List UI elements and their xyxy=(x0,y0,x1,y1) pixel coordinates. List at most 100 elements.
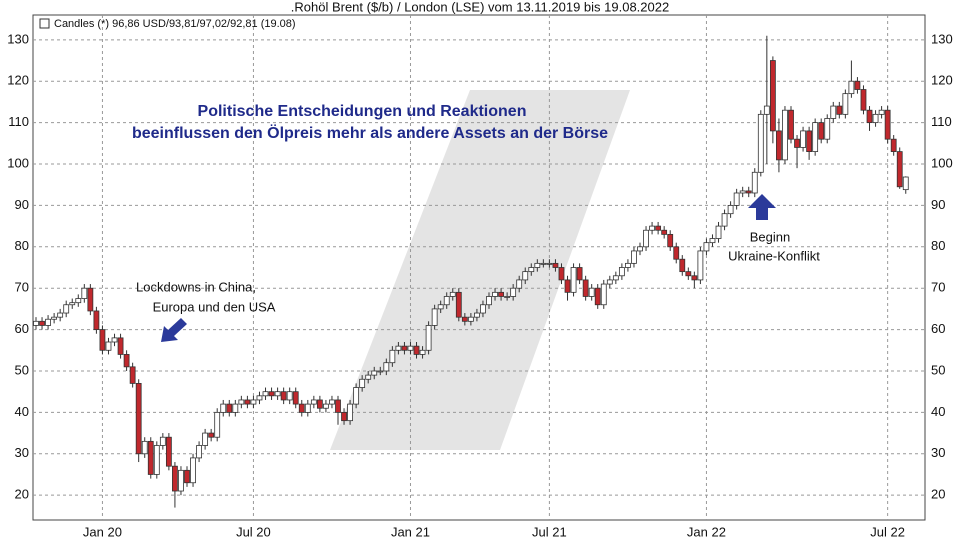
candle-body xyxy=(165,436,172,467)
candle-body xyxy=(697,250,704,281)
candle-body xyxy=(244,399,251,405)
candle-body xyxy=(818,122,825,140)
y-tick-label-right: 80 xyxy=(931,238,945,253)
candle-body xyxy=(359,378,366,388)
candle-body xyxy=(443,296,450,306)
y-tick-label-right: 40 xyxy=(931,404,945,419)
annotation: Beginn xyxy=(750,229,790,244)
candle-body xyxy=(649,225,655,231)
candle-body xyxy=(51,316,58,320)
candle-body xyxy=(612,275,619,281)
candle-body xyxy=(769,60,776,132)
candle-body xyxy=(522,271,529,281)
candle-body xyxy=(890,138,897,152)
candle-body xyxy=(461,316,468,322)
legend-swatch xyxy=(39,18,50,29)
x-tick-label: Jan 22 xyxy=(687,524,726,539)
grid xyxy=(33,15,925,520)
candle-body xyxy=(824,118,831,140)
candle-body xyxy=(582,279,589,297)
candle-body xyxy=(745,190,752,194)
y-tick-label-right: 50 xyxy=(931,362,945,377)
candle-body xyxy=(335,399,341,413)
candle-body xyxy=(806,130,813,152)
candle-body xyxy=(727,205,734,215)
candle-body xyxy=(782,109,788,161)
candle-body xyxy=(39,320,45,326)
candle-body xyxy=(546,262,553,265)
y-tick-label: 120 xyxy=(7,73,29,88)
candle-body xyxy=(667,233,674,248)
candle-body xyxy=(618,267,625,277)
message-line: Politische Entscheidungen und Reaktionen xyxy=(198,103,527,120)
candle-body xyxy=(371,370,378,376)
y-tick-label-right: 20 xyxy=(931,487,945,502)
candle-body xyxy=(214,411,221,438)
candle-body xyxy=(153,445,160,475)
candle-body xyxy=(280,391,287,401)
y-tick-label: 60 xyxy=(15,321,29,336)
candle-body xyxy=(220,403,227,413)
candle-body xyxy=(99,329,106,351)
candle-body xyxy=(389,349,396,364)
y-tick-label: 70 xyxy=(15,280,29,295)
candle-body xyxy=(606,279,613,285)
message-line: beeinflussen den Ölpreis mehr als andere… xyxy=(132,123,608,142)
candle-body xyxy=(679,258,686,273)
candle-body xyxy=(262,391,269,397)
candle-body xyxy=(123,354,130,368)
candle-body xyxy=(377,370,384,373)
candle-body xyxy=(860,89,867,111)
candle-body xyxy=(202,432,209,446)
candle-body xyxy=(57,312,64,318)
candle-body xyxy=(600,283,607,306)
candle-body xyxy=(323,403,329,409)
candle-body xyxy=(800,130,806,148)
candle-body xyxy=(117,337,124,355)
candle-body xyxy=(365,374,372,380)
candle-body xyxy=(709,238,716,244)
x-tick-label: Jan 21 xyxy=(391,524,430,539)
candle-body xyxy=(316,399,323,409)
candle-body xyxy=(455,291,462,318)
candle-body xyxy=(286,391,293,401)
candle-body xyxy=(172,465,178,492)
candle-body xyxy=(304,403,311,413)
candle-body xyxy=(528,267,535,273)
candle-body xyxy=(45,318,51,326)
y-tick-label-right: 60 xyxy=(931,321,945,336)
candle-body xyxy=(474,312,480,318)
candle-body xyxy=(896,151,903,188)
candle-body xyxy=(510,287,517,297)
y-tick-label: 30 xyxy=(15,445,29,460)
candle-body xyxy=(190,457,196,484)
candle-body xyxy=(703,242,710,252)
candle-body xyxy=(184,469,190,484)
y-tick-label: 50 xyxy=(15,362,29,377)
candle-body xyxy=(504,296,511,298)
candle-body xyxy=(232,403,239,413)
chart-title: .Rohöl Brent ($/b) / London (LSE) vom 13… xyxy=(291,0,669,14)
candle-body xyxy=(178,469,184,492)
candle-body xyxy=(516,279,523,289)
candle-body xyxy=(721,213,728,227)
candles xyxy=(33,35,909,508)
candle-body xyxy=(159,436,166,446)
y-tick-label: 100 xyxy=(7,155,29,170)
candle-body xyxy=(208,432,215,438)
candle-body xyxy=(329,399,335,405)
candle-body xyxy=(292,391,299,405)
y-tick-label-right: 100 xyxy=(931,155,953,170)
x-tick-label: Jul 21 xyxy=(532,524,567,539)
candle-body xyxy=(534,262,541,268)
candle-body xyxy=(588,287,595,297)
candle-body xyxy=(298,403,305,413)
candle-body xyxy=(540,262,547,265)
watermark xyxy=(330,90,630,450)
annotation: Europa und den USA xyxy=(153,299,276,314)
candle-body xyxy=(413,345,420,355)
annotation: Ukraine-Konflikt xyxy=(728,248,820,263)
candle-body xyxy=(848,80,855,95)
candle-body xyxy=(733,192,740,206)
